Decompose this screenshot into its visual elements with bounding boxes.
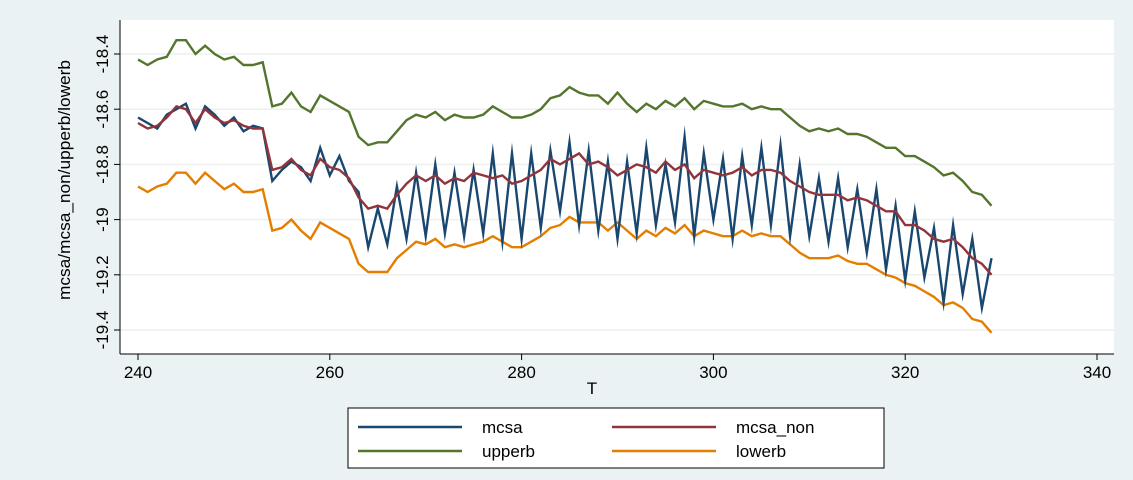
y-tick-label: -19.2: [93, 255, 112, 294]
series-line-mcsa-non: [137, 105, 993, 276]
legend-label-upperb: upperb: [482, 442, 535, 461]
series-line-upperb: [137, 39, 993, 207]
series-lines: [137, 39, 993, 334]
series-line-mcsa: [137, 101, 993, 316]
x-tick-label: 260: [316, 363, 344, 382]
x-tick-label: 340: [1083, 363, 1111, 382]
x-axis-title: T: [587, 379, 597, 398]
legend-label-mcsa: mcsa: [482, 418, 523, 437]
x-tick-label: 320: [891, 363, 919, 382]
plot-area: [120, 20, 1114, 354]
y-axis-title: mcsa/mcsa_non/upperb/lowerb: [55, 60, 74, 300]
series-line-lowerb: [137, 171, 993, 334]
x-axis-ticks: 240 260 280 300 320 340: [124, 354, 1111, 382]
x-tick-label: 240: [124, 363, 152, 382]
y-axis-ticks: -18.4 -18.6 -18.8 -19 -19.2 -19.4: [93, 35, 120, 350]
y-tick-label: -19.4: [93, 311, 112, 350]
y-tick-label: -19: [93, 207, 112, 232]
axes: [119, 20, 1114, 355]
y-tick-label: -18.6: [93, 90, 112, 129]
legend-box: [347, 407, 885, 469]
legend-label-lowerb: lowerb: [736, 442, 786, 461]
x-tick-label: 280: [507, 363, 535, 382]
y-tick-label: -18.4: [93, 35, 112, 74]
y-tick-label: -18.8: [93, 145, 112, 184]
legend-label-mcsa-non: mcsa_non: [736, 418, 814, 437]
x-tick-label: 300: [699, 363, 727, 382]
